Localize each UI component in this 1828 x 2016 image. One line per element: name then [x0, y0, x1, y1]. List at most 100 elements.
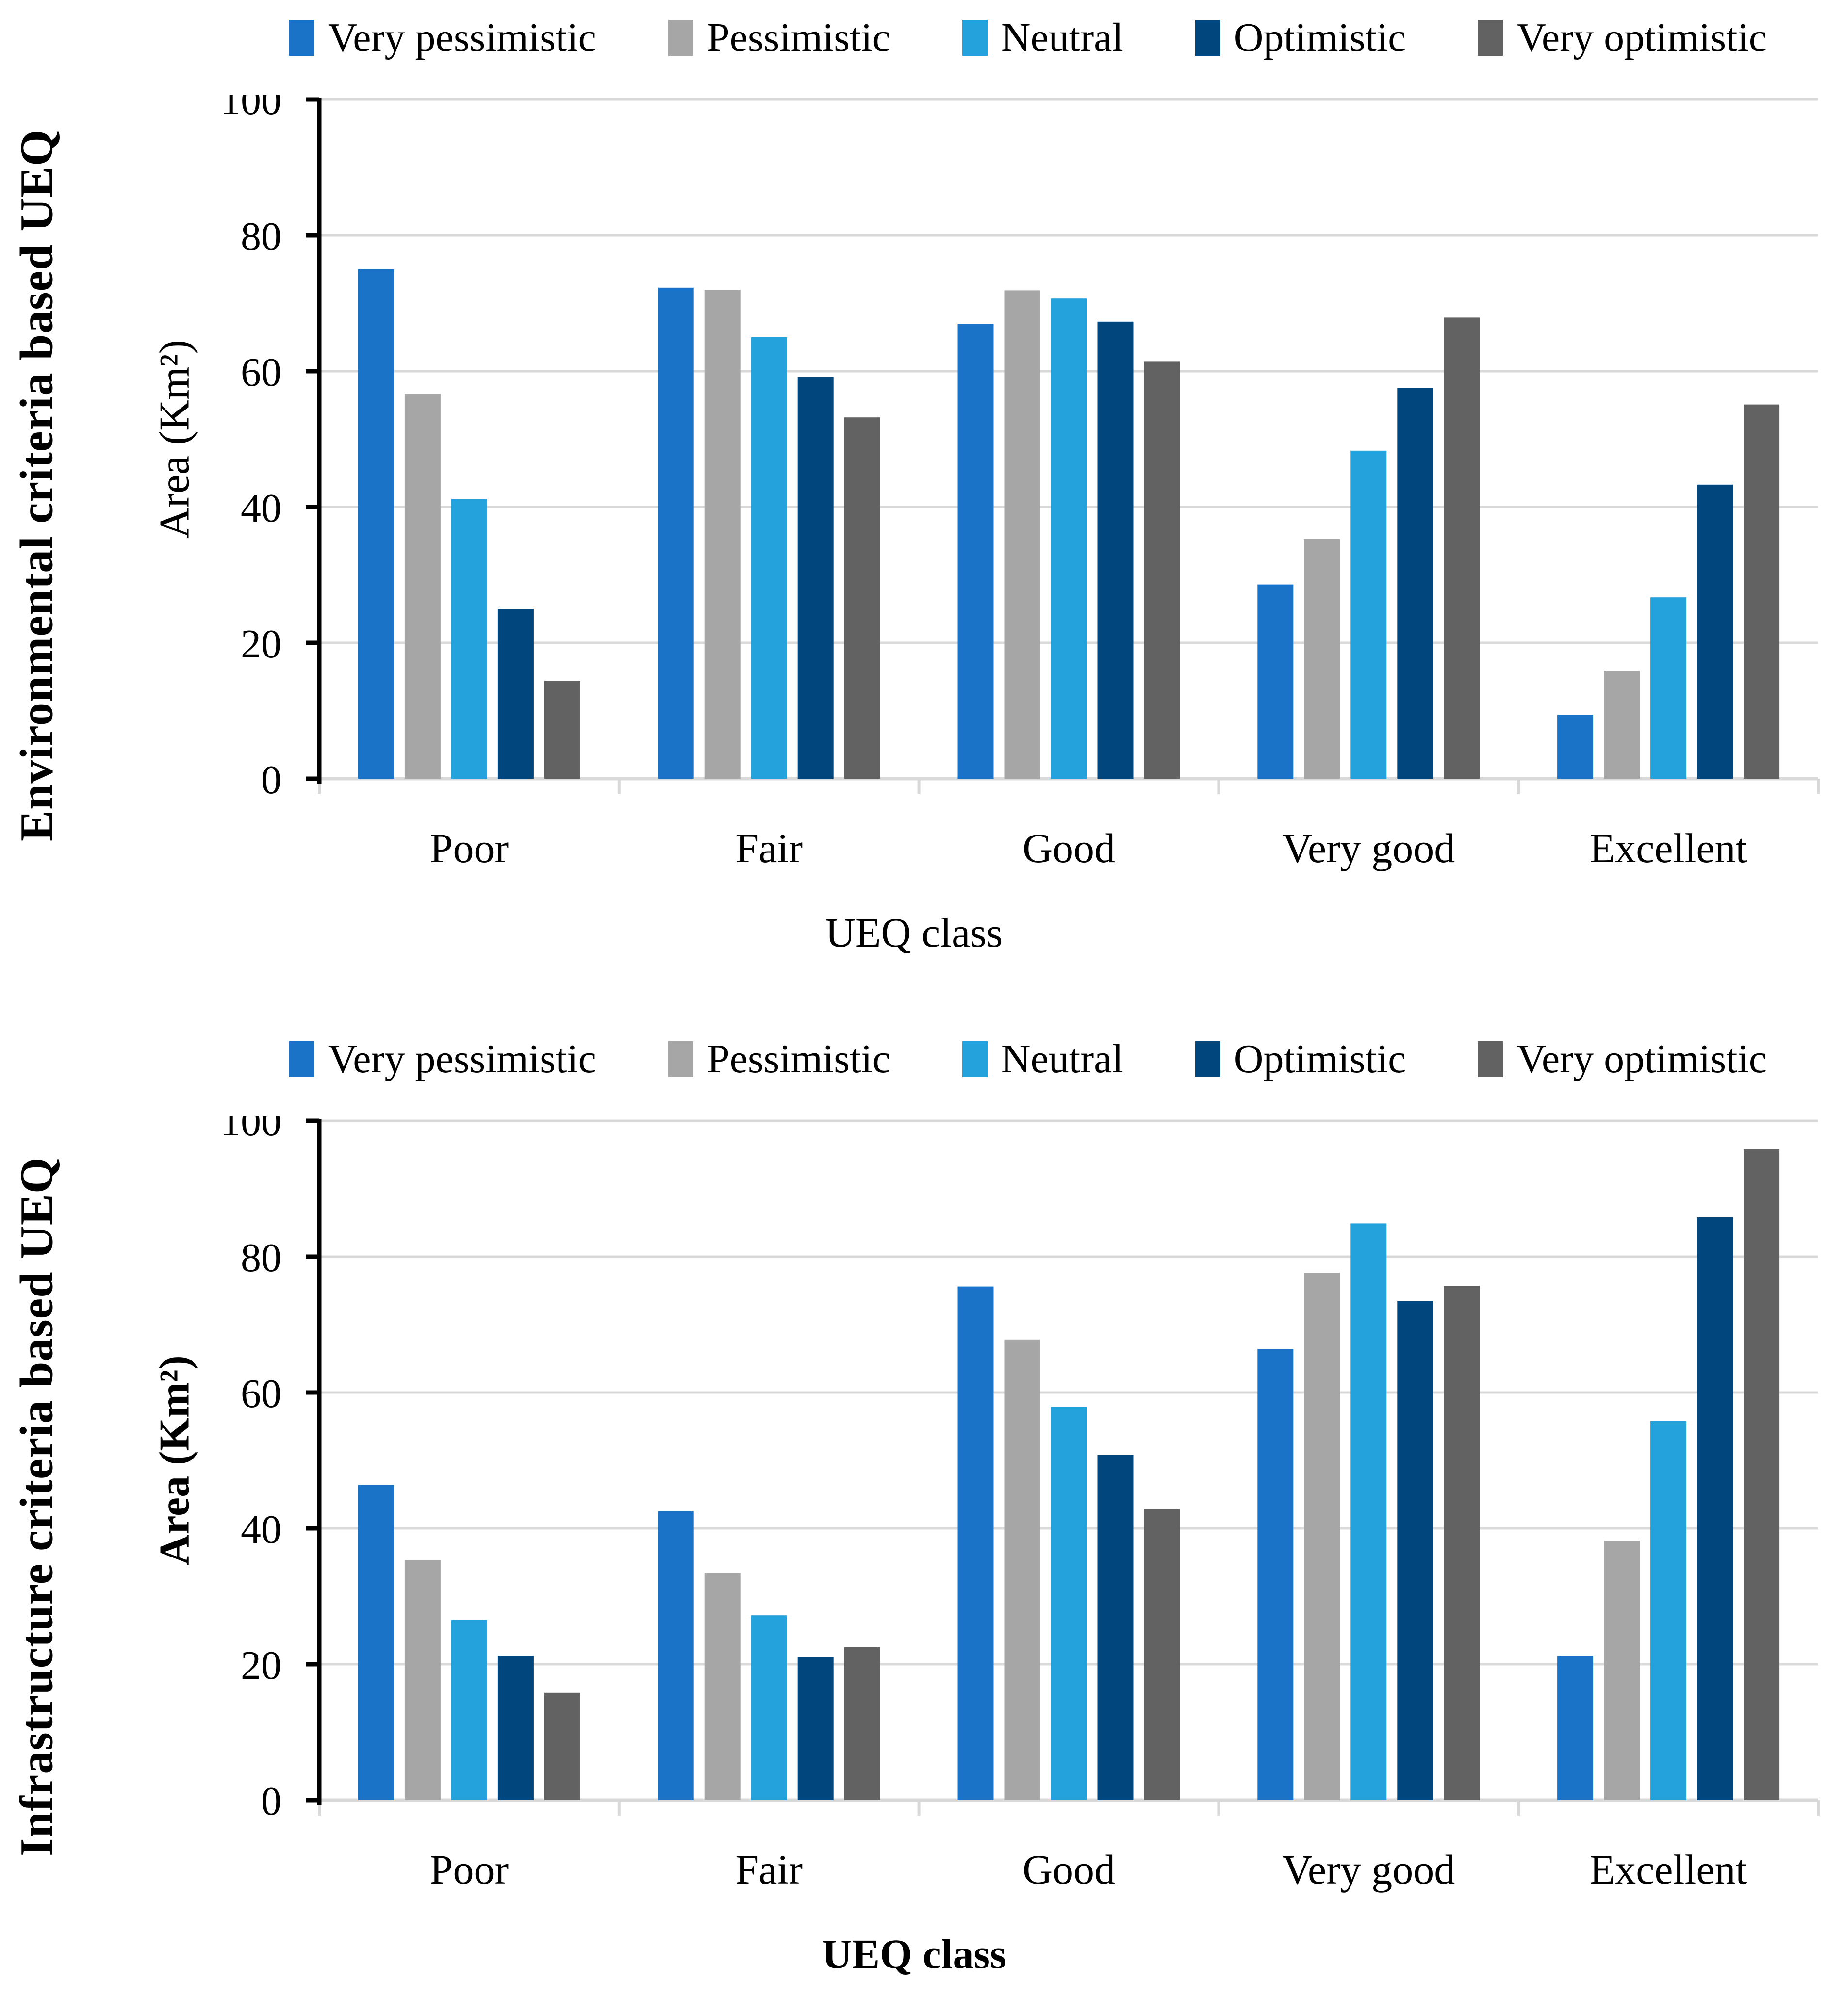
legend-label: Neutral [1001, 15, 1123, 60]
category-label: Good [1022, 825, 1115, 871]
bar-very-optimistic-very-good [1444, 317, 1480, 779]
legend-item: Pessimistic [668, 17, 890, 58]
legend: Very pessimistic Pessimistic Neutral Optimi… [233, 9, 1823, 67]
legend-label: Optimistic [1234, 15, 1406, 60]
bar-very-optimistic-excellent [1744, 404, 1780, 779]
legend: Very pessimistic Pessimistic Neutral Optimi… [233, 1030, 1823, 1088]
category-label: Poor [430, 1846, 509, 1893]
bar-pessimistic-poor [404, 394, 441, 779]
y-tick-label: 80 [241, 214, 281, 259]
environmental-chart-section: Very pessimistic Pessimistic Neutral Optimi… [0, 0, 1828, 995]
bar-optimistic-very-good [1397, 1301, 1433, 1800]
legend-swatch-icon [962, 1041, 988, 1077]
bar-very-pessimistic-fair [658, 287, 694, 779]
bar-very-pessimistic-very-good [1257, 584, 1294, 779]
bar-neutral-fair [751, 1615, 787, 1800]
bar-optimistic-very-good [1397, 388, 1433, 779]
legend-item: Optimistic [1195, 17, 1406, 58]
legend-swatch-icon [668, 1041, 693, 1077]
bar-neutral-excellent [1650, 1421, 1687, 1800]
plot-area: 0 20 40 60 80 100 Poor Fair Good Very good Excelle… [220, 1116, 1820, 1893]
legend-label: Very optimistic [1516, 15, 1767, 60]
category-label: Poor [430, 825, 509, 871]
bar-very-optimistic-poor [544, 681, 580, 779]
bar-optimistic-fair [797, 377, 834, 779]
bar-neutral-very-good [1350, 1223, 1387, 1800]
legend-item: Very pessimistic [289, 1039, 596, 1080]
bar-pessimistic-very-good [1304, 539, 1340, 779]
legend-label: Very pessimistic [328, 15, 596, 60]
legend-swatch-icon [1195, 20, 1220, 56]
x-axis-title: UEQ class [822, 1931, 1006, 1977]
bar-very-optimistic-excellent [1744, 1149, 1780, 1800]
legend-item: Very pessimistic [289, 17, 596, 58]
legend-swatch-icon [668, 20, 693, 56]
y-tick-label: 100 [220, 95, 281, 123]
y-tick-label: 20 [241, 622, 281, 667]
bar-pessimistic-good [1004, 1339, 1040, 1800]
y-tick-label: 60 [241, 350, 281, 395]
y-tick-label: 60 [241, 1371, 281, 1416]
legend-label: Neutral [1001, 1036, 1123, 1082]
legend-item: Pessimistic [668, 1039, 890, 1080]
bar-optimistic-poor [497, 609, 534, 779]
bar-very-optimistic-fair [844, 417, 880, 779]
infrastructure-chart-section: Very pessimistic Pessimistic Neutral Optimi… [0, 1021, 1828, 2016]
bar-pessimistic-good [1004, 290, 1040, 779]
bar-optimistic-fair [797, 1657, 834, 1800]
legend-label: Optimistic [1234, 1036, 1406, 1082]
category-label: Good [1022, 1846, 1115, 1893]
bar-neutral-poor [451, 1620, 487, 1800]
bar-neutral-good [1051, 1407, 1087, 1800]
y-tick-label: 40 [241, 486, 281, 531]
y-tick-label: 40 [241, 1507, 281, 1552]
bar-pessimistic-very-good [1304, 1273, 1340, 1800]
category-label: Excellent [1590, 825, 1747, 871]
bar-very-optimistic-very-good [1444, 1286, 1480, 1800]
bar-pessimistic-excellent [1604, 1541, 1640, 1800]
legend-item: Optimistic [1195, 1039, 1406, 1080]
bar-very-pessimistic-good [957, 1286, 994, 1800]
legend-label: Very pessimistic [328, 1036, 596, 1082]
category-label: Very good [1282, 825, 1455, 871]
x-axis-title: UEQ class [825, 909, 1003, 956]
legend-swatch-icon [962, 20, 988, 56]
legend-swatch-icon [1195, 1041, 1220, 1077]
bar-very-pessimistic-very-good [1257, 1349, 1294, 1800]
bar-very-optimistic-good [1144, 361, 1180, 779]
bar-neutral-fair [751, 337, 787, 779]
bar-optimistic-good [1097, 1455, 1134, 1800]
legend-label: Very optimistic [1516, 1036, 1767, 1082]
plot-area: 0 20 40 60 80 100 Poor Fair Good Very good Excelle… [220, 95, 1820, 871]
legend-swatch-icon [1478, 20, 1503, 56]
bar-optimistic-poor [497, 1656, 534, 1800]
bar-pessimistic-fair [704, 290, 741, 779]
bar-neutral-poor [451, 499, 487, 779]
bar-very-pessimistic-excellent [1557, 1656, 1594, 1800]
bar-optimistic-excellent [1697, 484, 1733, 779]
bar-neutral-very-good [1350, 450, 1387, 779]
legend-item: Very optimistic [1478, 17, 1767, 58]
bar-optimistic-excellent [1697, 1217, 1733, 1800]
legend-label: Pessimistic [707, 15, 890, 60]
bar-neutral-excellent [1650, 597, 1687, 779]
legend-swatch-icon [1478, 1041, 1503, 1077]
y-tick-label: 80 [241, 1235, 281, 1280]
bar-optimistic-good [1097, 321, 1134, 779]
bar-very-pessimistic-fair [658, 1511, 694, 1800]
y-tick-label: 20 [241, 1643, 281, 1688]
bar-very-optimistic-good [1144, 1509, 1180, 1800]
category-label: Excellent [1590, 1846, 1747, 1893]
y-tick-label: 0 [261, 757, 281, 803]
bar-very-optimistic-fair [844, 1647, 880, 1800]
bar-very-pessimistic-poor [358, 1485, 394, 1800]
legend-item: Neutral [962, 1039, 1123, 1080]
bar-neutral-good [1051, 298, 1087, 779]
legend-swatch-icon [289, 1041, 314, 1077]
bar-pessimistic-fair [704, 1573, 741, 1800]
bar-very-pessimistic-poor [358, 269, 394, 779]
legend-item: Very optimistic [1478, 1039, 1767, 1080]
bar-pessimistic-excellent [1604, 671, 1640, 779]
bar-very-pessimistic-excellent [1557, 715, 1594, 779]
bar-pessimistic-poor [404, 1560, 441, 1800]
